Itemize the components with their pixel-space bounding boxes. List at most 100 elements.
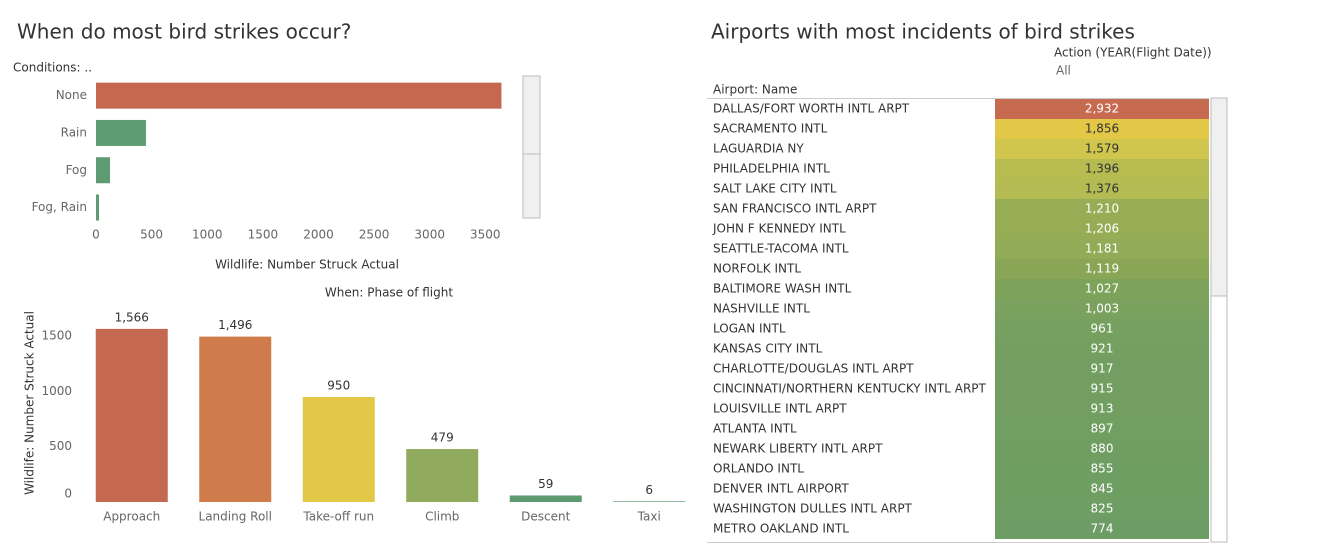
row-header: Airport: Name: [713, 83, 797, 97]
row-label: WASHINGTON DULLES INTL ARPT: [713, 502, 913, 516]
y-tick-label: Fog, Rain: [32, 200, 87, 214]
cell-label: 2,932: [1085, 102, 1119, 116]
x-tick-label: Taxi: [637, 510, 661, 524]
y-tick-label: Fog: [66, 163, 87, 177]
row-label: SALT LAKE CITY INTL: [713, 182, 837, 196]
axis-title: Conditions: ..: [13, 61, 92, 75]
cell: [995, 299, 1209, 319]
data-label: 59: [538, 477, 553, 491]
x-tick-label: Landing Roll: [199, 510, 272, 524]
cell: [995, 479, 1209, 499]
row-label: JOHN F KENNEDY INTL: [712, 222, 846, 236]
row-label: ATLANTA INTL: [713, 422, 797, 436]
row-label: METRO OAKLAND INTL: [713, 522, 849, 536]
x-tick-label: Climb: [425, 510, 459, 524]
filter-value: All: [1056, 64, 1071, 78]
bar: [96, 157, 111, 184]
cell: [995, 519, 1209, 539]
cell-label: 897: [1091, 422, 1114, 436]
cell-label: 880: [1091, 442, 1114, 456]
axis-title: Wildlife: Number Struck Actual: [23, 311, 37, 495]
cell-label: 845: [1091, 482, 1114, 496]
cell: [995, 239, 1209, 259]
y-tick-label: 1000: [41, 384, 72, 398]
cell: [995, 99, 1209, 119]
cell-label: 1,003: [1085, 302, 1119, 316]
bar: [199, 336, 272, 502]
x-tick-label: 0: [92, 228, 100, 242]
filter-label: Action (YEAR(Flight Date)): [1054, 46, 1212, 60]
cell: [995, 259, 1209, 279]
row-label: NORFOLK INTL: [713, 262, 801, 276]
cell: [995, 159, 1209, 179]
cell-label: 1,396: [1085, 162, 1119, 176]
cell: [995, 179, 1209, 199]
row-label: SACRAMENTO INTL: [713, 122, 828, 136]
cell-label: 1,376: [1085, 182, 1119, 196]
bar: [96, 119, 146, 146]
cell-label: 913: [1091, 402, 1114, 416]
row-label: PHILADELPHIA INTL: [713, 162, 830, 176]
y-tick-label: None: [56, 88, 87, 102]
bar: [613, 501, 686, 502]
x-tick-label: Take-off run: [302, 510, 374, 524]
cell: [995, 379, 1209, 399]
cell-label: 961: [1091, 322, 1114, 336]
y-tick-label: 1500: [41, 329, 72, 343]
cell-label: 1,181: [1085, 242, 1119, 256]
row-label: LOGAN INTL: [713, 322, 786, 336]
data-label: 6: [645, 483, 653, 497]
bar: [95, 328, 168, 502]
cell-label: 1,579: [1085, 142, 1119, 156]
cell-label: 917: [1091, 362, 1114, 376]
cell-label: 855: [1091, 462, 1114, 476]
x-tick-label: Approach: [103, 510, 160, 524]
cell: [995, 279, 1209, 299]
x-tick-label: 3500: [470, 228, 501, 242]
row-label: DALLAS/FORT WORTH INTL ARPT: [713, 102, 910, 116]
cell-label: 915: [1091, 382, 1114, 396]
row-label: ORLANDO INTL: [713, 462, 804, 476]
row-label: NEWARK LIBERTY INTL ARPT: [713, 442, 883, 456]
row-label: SAN FRANCISCO INTL ARPT: [713, 202, 877, 216]
cell: [995, 439, 1209, 459]
cell: [995, 319, 1209, 339]
cell: [995, 139, 1209, 159]
scrollbar-thumb[interactable]: [1210, 97, 1228, 297]
cell: [995, 359, 1209, 379]
cell-label: 774: [1091, 522, 1114, 536]
x-tick-label: 1500: [248, 228, 279, 242]
y-tick-label: Rain: [61, 125, 87, 139]
axis-header: When: Phase of flight: [325, 286, 453, 300]
bar: [302, 396, 375, 502]
row-label: LAGUARDIA NY: [713, 142, 804, 156]
cell: [995, 419, 1209, 439]
cell-label: 1,027: [1085, 282, 1119, 296]
cell-label: 1,206: [1085, 222, 1119, 236]
cell: [995, 499, 1209, 519]
row-label: KANSAS CITY INTL: [713, 342, 823, 356]
cell-label: 1,856: [1085, 122, 1119, 136]
cell: [995, 219, 1209, 239]
cell-label: 921: [1091, 342, 1114, 356]
row-label: BALTIMORE WASH INTL: [713, 282, 852, 296]
x-tick-label: Descent: [521, 510, 570, 524]
row-label: CHARLOTTE/DOUGLAS INTL ARPT: [713, 362, 914, 376]
x-tick-label: 3000: [414, 228, 445, 242]
cell: [995, 199, 1209, 219]
row-label: LOUISVILLE INTL ARPT: [713, 402, 847, 416]
cell: [995, 119, 1209, 139]
cell-label: 1,210: [1085, 202, 1119, 216]
axis-title: Wildlife: Number Struck Actual: [215, 258, 399, 272]
y-tick-label: 0: [64, 487, 72, 501]
row-label: NASHVILLE INTL: [713, 302, 810, 316]
row-label: SEATTLE-TACOMA INTL: [713, 242, 849, 256]
data-label: 1,496: [218, 318, 252, 332]
row-label: CINCINNATI/NORTHERN KENTUCKY INTL ARPT: [713, 382, 987, 396]
y-tick-label: 500: [49, 439, 72, 453]
cell: [995, 459, 1209, 479]
data-label: 950: [327, 378, 350, 392]
scrollbar[interactable]: [522, 75, 541, 219]
